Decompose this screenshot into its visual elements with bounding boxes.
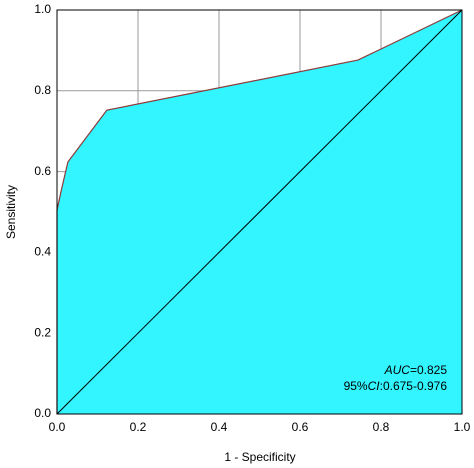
annotation-part: AUC — [384, 363, 411, 377]
y-axis-label: Sensitivity — [4, 185, 18, 239]
x-tick-label: 0.2 — [130, 420, 147, 434]
y-tick-label: 1.0 — [34, 2, 51, 16]
x-tick-label: 0.8 — [373, 420, 390, 434]
marks — [56, 9, 463, 415]
x-tick-label: 1.0 — [454, 420, 471, 434]
reference-line — [56, 9, 463, 415]
annotation-part: 95% — [344, 379, 368, 393]
annotation-part: =0.825 — [410, 363, 447, 377]
labels: 0.0 0.2 0.4 0.6 0.8 1.0 0.0 0.2 0.4 0.6 0.8 1.0 — [34, 2, 470, 434]
y-tick-label: 0.4 — [34, 245, 51, 259]
annotation: 95%CI:0.675-0.976 — [344, 379, 448, 393]
y-tick-label: 0.8 — [34, 83, 51, 97]
x-tick-label: 0.6 — [292, 420, 309, 434]
annotation-part: CI — [368, 379, 381, 393]
x-tick-label: 0.4 — [211, 420, 228, 434]
y-tick-label: 0.6 — [34, 164, 51, 178]
y-tick-label: 0.0 — [34, 406, 51, 420]
x-tick-label: 0.0 — [49, 420, 66, 434]
x-axis-label: 1 - Specificity — [224, 450, 295, 464]
annotation-part: :0.675-0.976 — [380, 379, 448, 393]
plot-frame — [56, 9, 463, 415]
y-tick-label: 0.2 — [34, 325, 51, 339]
annotation: AUC=0.825 — [384, 363, 448, 377]
